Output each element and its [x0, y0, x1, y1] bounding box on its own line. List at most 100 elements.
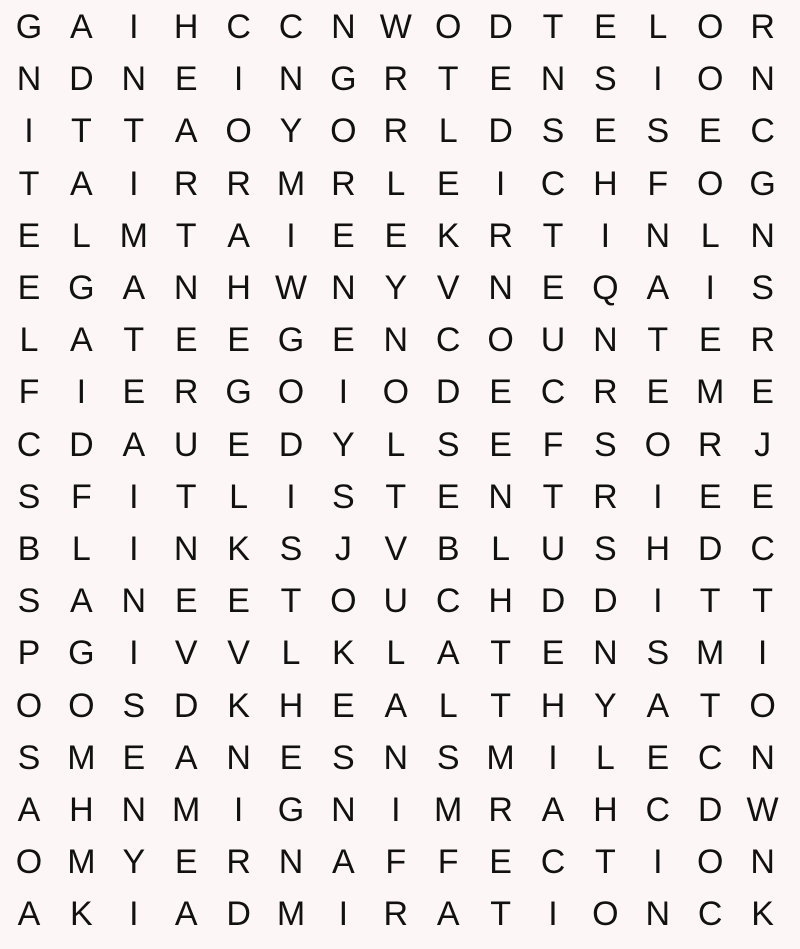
letter-cell[interactable]: A: [70, 8, 93, 46]
letter-cell[interactable]: N: [331, 269, 356, 307]
letter-cell[interactable]: S: [436, 425, 460, 464]
letter-cell[interactable]: L: [438, 686, 458, 725]
letter-cell[interactable]: L: [386, 634, 406, 673]
letter-cell[interactable]: N: [226, 738, 251, 777]
letter-cell[interactable]: A: [174, 112, 198, 151]
letter-cell[interactable]: I: [653, 477, 663, 516]
letter-cell[interactable]: L: [19, 321, 39, 360]
letter-cell[interactable]: I: [76, 373, 87, 412]
letter-cell[interactable]: A: [646, 269, 670, 307]
letter-cell[interactable]: S: [751, 269, 774, 307]
letter-cell[interactable]: L: [700, 216, 720, 255]
letter-cell[interactable]: C: [697, 895, 723, 934]
letter-cell[interactable]: D: [435, 373, 461, 412]
letter-cell[interactable]: A: [332, 843, 355, 882]
letter-cell[interactable]: R: [593, 477, 618, 516]
letter-cell[interactable]: T: [699, 582, 721, 621]
letter-cell[interactable]: I: [757, 634, 768, 673]
letter-cell[interactable]: S: [332, 738, 355, 777]
letter-cell[interactable]: R: [173, 164, 199, 203]
letter-cell[interactable]: D: [697, 530, 723, 568]
letter-cell[interactable]: M: [276, 895, 306, 934]
letter-cell[interactable]: N: [16, 60, 42, 99]
letter-cell[interactable]: N: [121, 60, 147, 99]
letter-cell[interactable]: D: [278, 425, 304, 464]
letter-cell[interactable]: U: [173, 425, 199, 464]
letter-cell[interactable]: O: [277, 373, 305, 412]
letter-cell[interactable]: M: [119, 216, 148, 255]
letter-cell[interactable]: E: [332, 216, 355, 255]
letter-cell[interactable]: T: [385, 477, 407, 516]
letter-cell[interactable]: J: [754, 425, 772, 464]
letter-cell[interactable]: C: [435, 321, 461, 360]
letter-cell[interactable]: K: [436, 216, 460, 255]
letter-cell[interactable]: J: [334, 530, 352, 568]
letter-cell[interactable]: E: [174, 60, 198, 99]
letter-cell[interactable]: I: [129, 8, 139, 46]
letter-cell[interactable]: R: [697, 425, 723, 464]
letter-cell[interactable]: N: [750, 216, 775, 255]
letter-cell[interactable]: E: [646, 738, 670, 777]
letter-cell[interactable]: A: [646, 686, 670, 725]
letter-cell[interactable]: H: [173, 8, 199, 46]
letter-cell[interactable]: O: [696, 60, 724, 99]
letter-cell[interactable]: T: [175, 216, 197, 255]
letter-cell[interactable]: R: [383, 895, 409, 934]
letter-cell[interactable]: I: [391, 791, 401, 829]
letter-cell[interactable]: W: [379, 8, 412, 46]
letter-cell[interactable]: E: [489, 425, 512, 464]
letter-cell[interactable]: S: [436, 738, 460, 777]
letter-cell[interactable]: Y: [279, 112, 303, 151]
letter-cell[interactable]: I: [338, 895, 349, 934]
letter-cell[interactable]: E: [489, 843, 512, 882]
letter-cell[interactable]: B: [17, 530, 41, 568]
letter-cell[interactable]: I: [286, 216, 296, 255]
letter-cell[interactable]: O: [644, 425, 672, 464]
letter-cell[interactable]: S: [646, 112, 670, 151]
letter-cell[interactable]: F: [18, 373, 40, 412]
letter-cell[interactable]: S: [541, 112, 565, 151]
letter-cell[interactable]: H: [593, 164, 618, 203]
letter-cell[interactable]: T: [490, 895, 511, 934]
letter-cell[interactable]: I: [600, 216, 611, 255]
letter-cell[interactable]: C: [750, 112, 775, 151]
letter-cell[interactable]: N: [645, 216, 671, 255]
letter-cell[interactable]: I: [286, 477, 296, 516]
letter-cell[interactable]: C: [540, 373, 566, 412]
letter-cell[interactable]: E: [122, 738, 146, 777]
letter-cell[interactable]: D: [697, 791, 723, 829]
letter-cell[interactable]: S: [594, 60, 617, 99]
letter-cell[interactable]: C: [278, 8, 304, 46]
letter-cell[interactable]: S: [122, 686, 146, 725]
letter-cell[interactable]: N: [593, 321, 618, 360]
letter-cell[interactable]: E: [436, 164, 460, 203]
letter-cell[interactable]: O: [434, 8, 462, 46]
letter-cell[interactable]: G: [330, 60, 357, 99]
letter-cell[interactable]: O: [15, 843, 43, 882]
letter-cell[interactable]: T: [490, 686, 511, 725]
letter-cell[interactable]: D: [173, 686, 199, 725]
letter-cell[interactable]: O: [15, 686, 43, 725]
letter-cell[interactable]: M: [276, 164, 306, 203]
letter-cell[interactable]: Y: [384, 269, 408, 307]
letter-cell[interactable]: I: [24, 112, 34, 151]
letter-cell[interactable]: T: [175, 477, 197, 516]
letter-cell[interactable]: E: [174, 582, 198, 621]
letter-cell[interactable]: T: [647, 321, 669, 360]
letter-cell[interactable]: T: [18, 164, 40, 203]
letter-cell[interactable]: E: [122, 373, 146, 412]
letter-cell[interactable]: N: [173, 269, 199, 307]
letter-cell[interactable]: O: [696, 843, 724, 882]
letter-cell[interactable]: H: [226, 269, 251, 307]
letter-cell[interactable]: I: [495, 164, 506, 203]
letter-cell[interactable]: O: [330, 112, 357, 151]
letter-cell[interactable]: D: [488, 8, 513, 46]
letter-cell[interactable]: K: [70, 895, 93, 934]
letter-cell[interactable]: N: [593, 634, 618, 673]
letter-cell[interactable]: R: [331, 164, 356, 203]
letter-cell[interactable]: I: [653, 60, 663, 99]
letter-cell[interactable]: I: [129, 634, 139, 673]
letter-cell[interactable]: F: [385, 843, 407, 882]
letter-cell[interactable]: U: [383, 582, 409, 621]
letter-cell[interactable]: F: [542, 425, 564, 464]
